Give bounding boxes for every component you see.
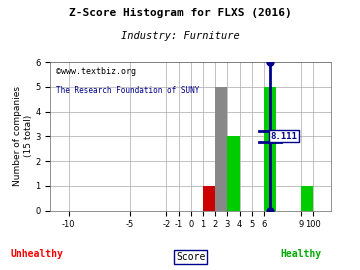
Text: The Research Foundation of SUNY: The Research Foundation of SUNY bbox=[56, 86, 199, 95]
Bar bbox=[264, 87, 276, 211]
Text: Z-Score Histogram for FLXS (2016): Z-Score Histogram for FLXS (2016) bbox=[69, 8, 291, 18]
Text: Unhealthy: Unhealthy bbox=[11, 249, 64, 259]
Text: Healthy: Healthy bbox=[281, 249, 322, 259]
Bar bbox=[203, 186, 215, 211]
Text: Industry: Furniture: Industry: Furniture bbox=[121, 31, 239, 41]
Text: Score: Score bbox=[176, 252, 206, 262]
Bar bbox=[301, 186, 313, 211]
Bar bbox=[228, 136, 240, 211]
Text: 8.111: 8.111 bbox=[271, 132, 298, 141]
Text: ©www.textbiz.org: ©www.textbiz.org bbox=[56, 66, 136, 76]
Y-axis label: Number of companies
(15 total): Number of companies (15 total) bbox=[13, 86, 32, 186]
Bar bbox=[215, 87, 228, 211]
